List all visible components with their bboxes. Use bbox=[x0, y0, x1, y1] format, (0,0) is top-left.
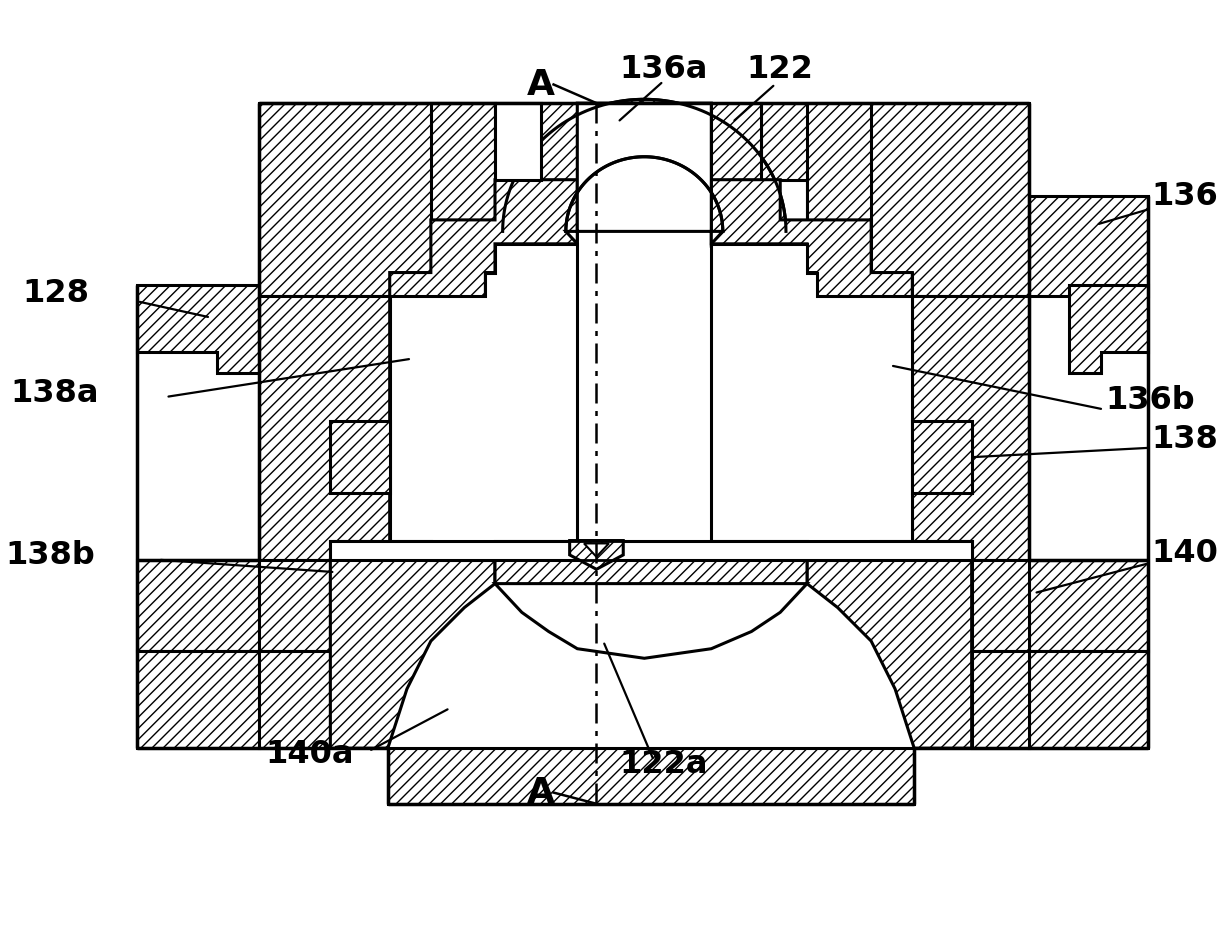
Polygon shape bbox=[389, 181, 578, 561]
Polygon shape bbox=[431, 104, 495, 221]
Text: A: A bbox=[527, 776, 554, 809]
Text: 128: 128 bbox=[22, 277, 89, 309]
Polygon shape bbox=[259, 561, 330, 651]
Polygon shape bbox=[495, 584, 807, 659]
Text: 136a: 136a bbox=[620, 54, 707, 85]
Polygon shape bbox=[711, 181, 913, 561]
Polygon shape bbox=[259, 651, 330, 749]
Polygon shape bbox=[761, 104, 1029, 297]
Polygon shape bbox=[137, 561, 259, 651]
Polygon shape bbox=[807, 104, 871, 221]
Polygon shape bbox=[972, 561, 1029, 651]
Text: 122: 122 bbox=[747, 54, 813, 85]
Text: 138b: 138b bbox=[5, 540, 95, 571]
Polygon shape bbox=[711, 245, 913, 561]
Polygon shape bbox=[495, 561, 807, 646]
Text: 138a: 138a bbox=[10, 378, 99, 408]
Polygon shape bbox=[495, 104, 578, 181]
Polygon shape bbox=[1069, 286, 1148, 374]
Polygon shape bbox=[569, 541, 623, 570]
Polygon shape bbox=[330, 421, 389, 493]
Polygon shape bbox=[1029, 197, 1148, 297]
Polygon shape bbox=[259, 104, 541, 297]
Polygon shape bbox=[259, 297, 389, 561]
Polygon shape bbox=[1029, 651, 1148, 749]
Polygon shape bbox=[913, 297, 1029, 561]
Polygon shape bbox=[503, 100, 786, 232]
Polygon shape bbox=[137, 286, 259, 374]
Polygon shape bbox=[259, 104, 541, 181]
Text: 122a: 122a bbox=[620, 748, 707, 780]
Polygon shape bbox=[1029, 561, 1148, 651]
Polygon shape bbox=[972, 651, 1029, 749]
Text: 136: 136 bbox=[1152, 181, 1218, 213]
Polygon shape bbox=[565, 104, 723, 245]
Polygon shape bbox=[389, 245, 578, 561]
Polygon shape bbox=[913, 421, 972, 493]
Text: 136b: 136b bbox=[1105, 385, 1195, 416]
Polygon shape bbox=[137, 651, 259, 749]
Text: A: A bbox=[527, 68, 554, 102]
Polygon shape bbox=[388, 749, 914, 804]
Polygon shape bbox=[330, 561, 495, 749]
Text: 138: 138 bbox=[1152, 423, 1218, 454]
Text: 140a: 140a bbox=[265, 739, 354, 769]
Polygon shape bbox=[330, 541, 972, 561]
Polygon shape bbox=[711, 104, 761, 181]
Polygon shape bbox=[807, 561, 972, 749]
Polygon shape bbox=[584, 544, 609, 557]
Text: 140: 140 bbox=[1152, 538, 1218, 569]
